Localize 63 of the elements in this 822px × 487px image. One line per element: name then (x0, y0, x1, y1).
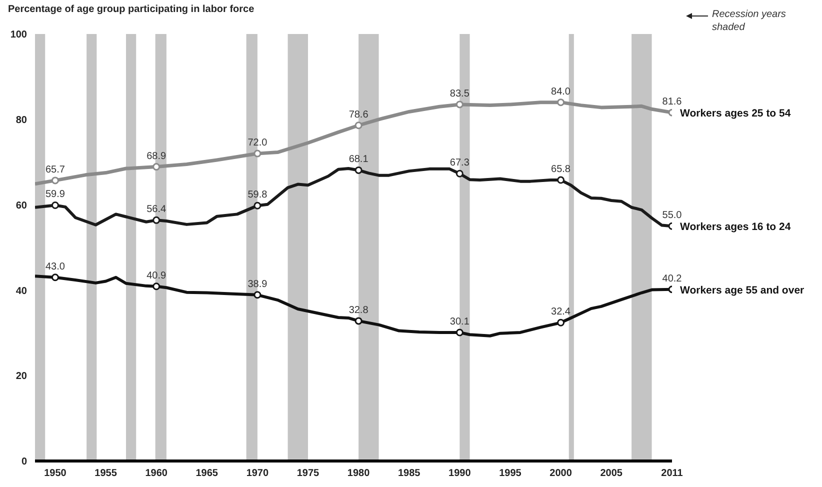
x-tick-label: 1985 (398, 468, 421, 480)
data-label: 59.8 (248, 190, 268, 201)
point (51, 176, 59, 184)
x-tick-label: 2005 (600, 468, 623, 480)
data-label: 72.0 (248, 138, 268, 149)
y-tick-label: 0 (21, 456, 28, 468)
point (354, 122, 362, 130)
point (152, 216, 160, 224)
data-label: 78.6 (348, 109, 369, 120)
data-label: 38.9 (248, 278, 268, 290)
point (51, 274, 59, 282)
x-tick-label: 1995 (499, 468, 522, 480)
x-tick-label: 1965 (196, 468, 218, 480)
data-label: 55.0 (662, 210, 682, 222)
y-tick-label: 40 (16, 286, 28, 297)
point (254, 291, 262, 299)
y-tick-label: 80 (16, 114, 28, 126)
point (456, 328, 464, 336)
data-label: 68.9 (146, 150, 166, 162)
x-tick-label: 1955 (94, 468, 118, 480)
point (557, 98, 565, 106)
x-tick-label: 1990 (448, 468, 472, 480)
point (254, 202, 262, 210)
point (254, 150, 262, 158)
data-label: 56.4 (146, 204, 166, 216)
x-tick-label: 1980 (347, 468, 370, 480)
data-label: 32.4 (551, 306, 571, 318)
x-tick-label: 1970 (246, 468, 270, 480)
y-tick-label: 100 (10, 30, 28, 41)
point (51, 201, 59, 209)
data-label: 83.5 (450, 88, 470, 100)
data-label: 40.9 (146, 270, 166, 282)
x-tick-label: 1950 (44, 468, 67, 480)
point (354, 166, 362, 174)
point (152, 163, 160, 171)
y-tick-label: 60 (16, 200, 28, 212)
point (354, 317, 362, 325)
point (456, 100, 464, 108)
data-label: 40.2 (662, 273, 682, 284)
series-label: Workers ages 16 to 24 (680, 221, 791, 234)
point (456, 170, 464, 178)
data-label: 67.3 (450, 158, 470, 169)
x-tick-label: 1960 (145, 468, 168, 480)
data-label: 84.0 (551, 86, 571, 98)
data-label: 65.8 (551, 164, 571, 176)
data-label: 32.8 (348, 304, 369, 316)
data-label: 68.1 (348, 154, 369, 166)
data-label: 59.9 (45, 189, 66, 200)
y-axis-title: Percentage of age group participating in labor force (8, 4, 254, 15)
data-label: 65.7 (45, 164, 66, 176)
y-tick-label: 20 (16, 371, 28, 382)
data-label: 81.6 (662, 96, 682, 108)
series-label: Workers ages 25 to 54 (680, 108, 791, 120)
x-tick-label: 1975 (296, 468, 320, 480)
x-tick-label: 2000 (550, 468, 572, 480)
x-tick-label: 2011 (661, 468, 684, 480)
data-label: 30.1 (450, 316, 470, 328)
series-label: Workers age 55 and over (680, 284, 804, 296)
point (152, 282, 160, 290)
point (557, 176, 565, 184)
point (557, 318, 565, 326)
text: Recession years shaded (712, 8, 787, 34)
data-label: 43.0 (45, 261, 66, 272)
